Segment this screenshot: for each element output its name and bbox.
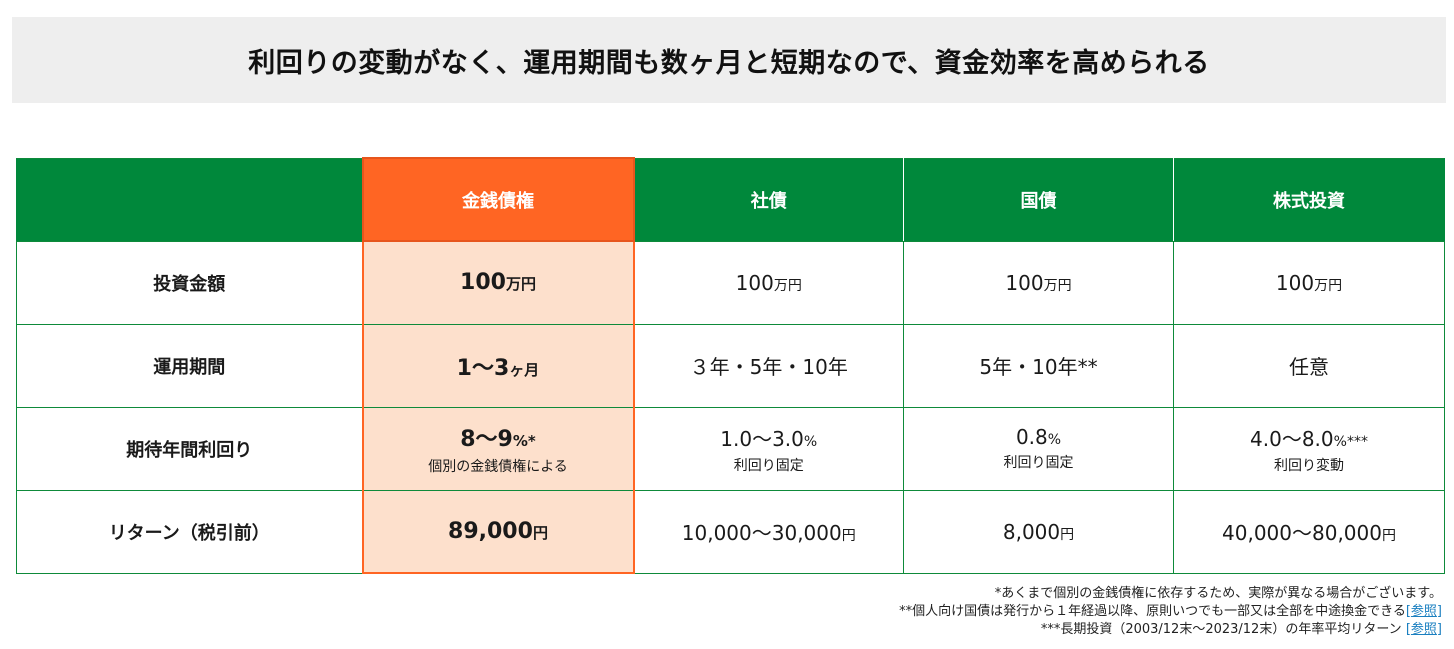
cell-value: 5年・10年** xyxy=(979,355,1098,379)
header-government-bonds: 国債 xyxy=(903,157,1174,242)
cell-value: 89,000 xyxy=(448,518,533,544)
cell-unit: 円 xyxy=(1060,526,1075,543)
table-cell: 100万円 xyxy=(633,240,904,325)
table-row: 運用期間 1〜3ヶ月 ３年・5年・10年 5年・10年** 任意 xyxy=(16,323,1445,408)
cell-value: 10,000〜30,000 xyxy=(681,521,842,545)
link-bracket-close: ] xyxy=(1436,604,1442,619)
cell-value: 8,000 xyxy=(1002,519,1061,544)
cell-unit: %* xyxy=(512,432,536,450)
footnote-1: *あくまで個別の金銭債権に依存するため、実際が異なる場合がございます。 xyxy=(994,586,1442,601)
table-row: 期待年間利回り 8〜9%* 個別の金銭債権による 1.0〜3.0% 利回り固定 0.… xyxy=(16,406,1445,491)
table-cell: 40,000〜80,000円 xyxy=(1173,489,1445,574)
row-label: 投資金額 xyxy=(16,240,363,325)
table-cell: 1〜3ヶ月 xyxy=(361,323,635,408)
table-cell: 8〜9%* 個別の金銭債権による xyxy=(361,406,635,491)
link-text: 参照 xyxy=(1410,622,1437,637)
cell-value: 0.8 xyxy=(1015,425,1048,449)
table-cell: 0.8% 利回り固定 xyxy=(903,406,1174,491)
cell-value: 任意 xyxy=(1289,355,1329,379)
header-stock-investment: 株式投資 xyxy=(1173,157,1445,242)
cell-unit: ヶ月 xyxy=(509,360,540,379)
row-label: リターン（税引前） xyxy=(16,489,363,574)
footnote-3-text: ***長期投資（2003/12末〜2023/12末）の年率平均リターン xyxy=(1040,622,1402,637)
cell-unit: 万円 xyxy=(505,275,536,294)
page-title: 利回りの変動がなく、運用期間も数ヶ月と短期なので、資金効率を高められる xyxy=(248,47,1210,79)
banner: 利回りの変動がなく、運用期間も数ヶ月と短期なので、資金効率を高められる xyxy=(12,17,1446,103)
cell-value: 8〜9 xyxy=(460,427,513,452)
table-header-row: 金銭債権 社債 国債 株式投資 xyxy=(16,157,1445,242)
table-cell: 5年・10年** xyxy=(903,323,1174,408)
table-row: 投資金額 100万円 100万円 100万円 100万円 xyxy=(16,240,1445,325)
cell-note: 利回り固定 xyxy=(1003,455,1074,471)
cell-value: 1.0〜3.0 xyxy=(720,426,804,451)
table-cell: 任意 xyxy=(1173,323,1445,408)
header-monetary-claims: 金銭債権 xyxy=(361,157,635,242)
cell-unit: 万円 xyxy=(773,277,802,294)
cell-value: 40,000〜80,000 xyxy=(1222,521,1382,545)
cell-value: 100 xyxy=(1005,270,1044,295)
cell-note: 個別の金銭債権による xyxy=(428,459,568,475)
table-cell: 4.0〜8.0%*** 利回り変動 xyxy=(1173,406,1445,491)
cell-value: 100 xyxy=(1275,270,1315,295)
link-bracket-open: [ xyxy=(1405,622,1411,637)
header-empty xyxy=(16,157,363,242)
link-text: 参照 xyxy=(1410,604,1437,619)
cell-unit: %*** xyxy=(1333,433,1368,450)
table-cell: 89,000円 xyxy=(361,489,635,574)
cell-note: 利回り変動 xyxy=(1274,457,1344,474)
table-cell: 8,000円 xyxy=(903,489,1174,574)
table-cell: ３年・5年・10年 xyxy=(633,323,904,408)
table-cell: 100万円 xyxy=(1173,240,1445,325)
cell-unit: % xyxy=(1047,432,1062,448)
cell-value: 100 xyxy=(735,270,774,295)
footnote-2: **個人向け国債は発行から１年経過以降、原則いつでも一部又は全部を中途換金できる… xyxy=(899,603,1442,621)
cell-value: 1〜3 xyxy=(456,355,510,381)
table-cell: 10,000〜30,000円 xyxy=(633,489,904,574)
cell-unit: 万円 xyxy=(1043,277,1072,294)
footnote-3: ***長期投資（2003/12末〜2023/12末）の年率平均リターン [参照] xyxy=(899,621,1442,639)
cell-unit: 円 xyxy=(1381,528,1396,544)
cell-unit: 円 xyxy=(841,528,856,544)
comparison-table: 金銭債権 社債 国債 株式投資 投資金額 100万円 100万円 100万円 1… xyxy=(16,157,1445,574)
row-label: 運用期間 xyxy=(16,323,363,408)
cell-note: 利回り固定 xyxy=(733,457,804,474)
cell-value: 4.0〜8.0 xyxy=(1250,426,1334,451)
reference-link-2[interactable]: [参照] xyxy=(1406,622,1442,637)
cell-unit: 円 xyxy=(532,523,548,542)
cell-value: ３年・5年・10年 xyxy=(689,355,848,379)
link-bracket-open: [ xyxy=(1405,604,1411,619)
cell-unit: % xyxy=(803,433,818,450)
reference-link-1[interactable]: [参照] xyxy=(1406,604,1442,619)
row-label: 期待年間利回り xyxy=(16,406,363,491)
cell-value: 100 xyxy=(460,270,506,296)
table-row: リターン（税引前） 89,000円 10,000〜30,000円 8,000円 … xyxy=(16,489,1445,574)
cell-unit: 万円 xyxy=(1314,277,1343,294)
table-cell: 100万円 xyxy=(361,240,635,325)
table-cell: 100万円 xyxy=(903,240,1174,325)
header-corporate-bonds: 社債 xyxy=(633,157,904,242)
footnote-2-text: **個人向け国債は発行から１年経過以降、原則いつでも一部又は全部を中途換金できる xyxy=(899,604,1406,619)
footnotes: *あくまで個別の金銭債権に依存するため、実際が異なる場合がございます。 **個人… xyxy=(899,585,1442,639)
link-bracket-close: ] xyxy=(1436,622,1442,637)
table-cell: 1.0〜3.0% 利回り固定 xyxy=(633,406,904,491)
